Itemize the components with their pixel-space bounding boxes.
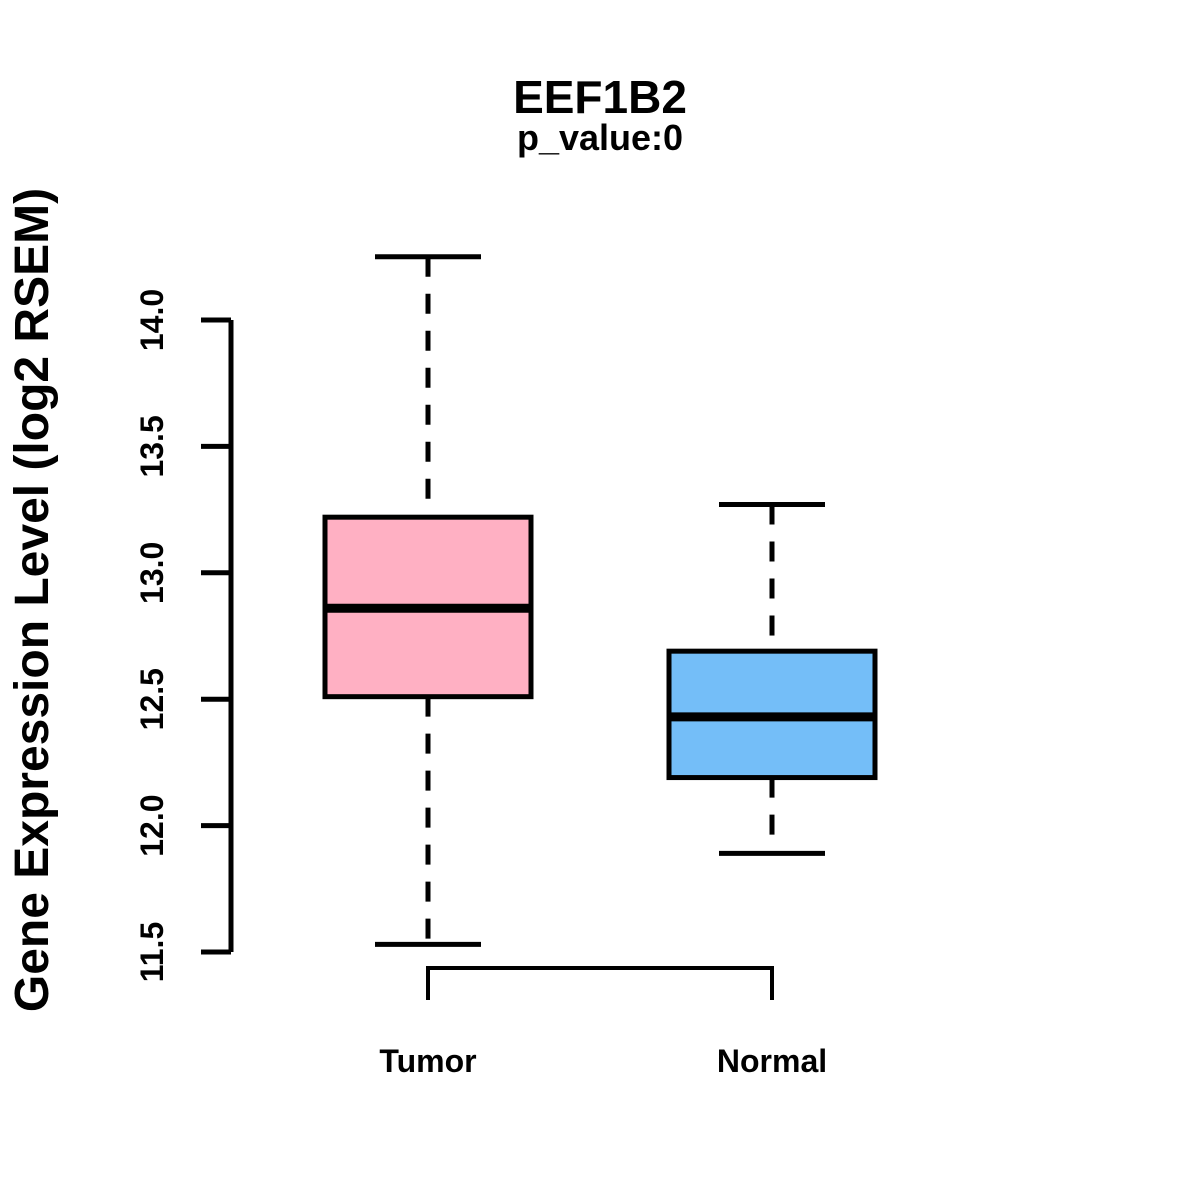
y-tick-label: 12.5 (134, 668, 170, 730)
y-tick-label: 13.5 (134, 415, 170, 477)
x-axis-bracket (426, 966, 774, 1000)
x-category-label-normal: Normal (717, 1043, 827, 1079)
y-tick-label: 11.5 (134, 922, 170, 983)
chart-title: EEF1B2 (513, 71, 687, 123)
x-category-label-tumor: Tumor (379, 1043, 476, 1079)
y-tick-label: 14.0 (134, 289, 170, 351)
chart-subtitle: p_value:0 (516, 117, 684, 158)
y-tick-label: 13.0 (134, 542, 170, 604)
y-tick-label: 12.0 (134, 794, 170, 856)
